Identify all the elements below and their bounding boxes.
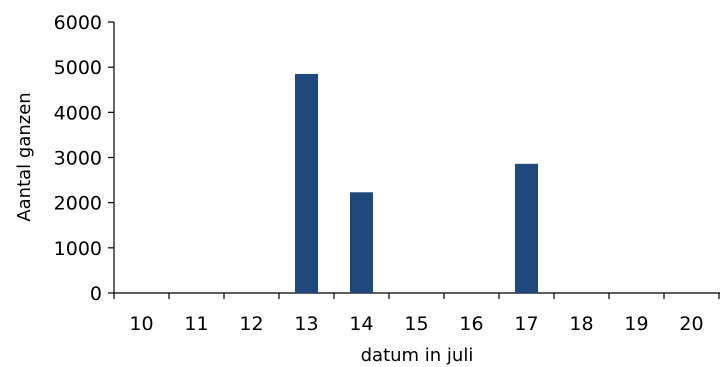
y-tick-label: 4000 — [54, 102, 102, 124]
x-tick-label: 10 — [129, 313, 153, 335]
x-tick-label: 18 — [569, 313, 593, 335]
bar-13 — [295, 73, 318, 293]
y-axis-title: Aantal ganzen — [14, 92, 35, 221]
x-axis: 10 11 12 13 14 15 16 17 18 19 20 — [113, 292, 720, 335]
y-axis: 0 1000 2000 3000 4000 5000 6000 — [54, 12, 115, 305]
y-tick-label: 5000 — [54, 57, 102, 79]
x-tick-label: 20 — [679, 313, 703, 335]
x-tick-label: 12 — [239, 313, 263, 335]
x-tick-label: 15 — [404, 313, 428, 335]
x-ticks: 10 11 12 13 14 15 16 17 18 19 20 — [113, 293, 720, 335]
bar-14 — [350, 192, 373, 293]
x-tick-label: 19 — [624, 313, 648, 335]
x-tick-label: 14 — [349, 313, 373, 335]
x-tick-label: 16 — [459, 313, 483, 335]
x-tick-label: 17 — [514, 313, 538, 335]
y-tick-label: 3000 — [54, 148, 102, 170]
x-tick-label: 13 — [294, 313, 318, 335]
y-tick-label: 6000 — [54, 12, 102, 34]
y-ticks: 0 1000 2000 3000 4000 5000 6000 — [54, 12, 114, 305]
bar-17 — [515, 163, 538, 293]
y-tick-label: 1000 — [54, 238, 102, 260]
x-axis-title: datum in juli — [361, 345, 474, 366]
y-tick-label: 2000 — [54, 193, 102, 215]
y-tick-label: 0 — [90, 283, 102, 305]
bars — [295, 73, 538, 293]
x-tick-label: 11 — [184, 313, 208, 335]
